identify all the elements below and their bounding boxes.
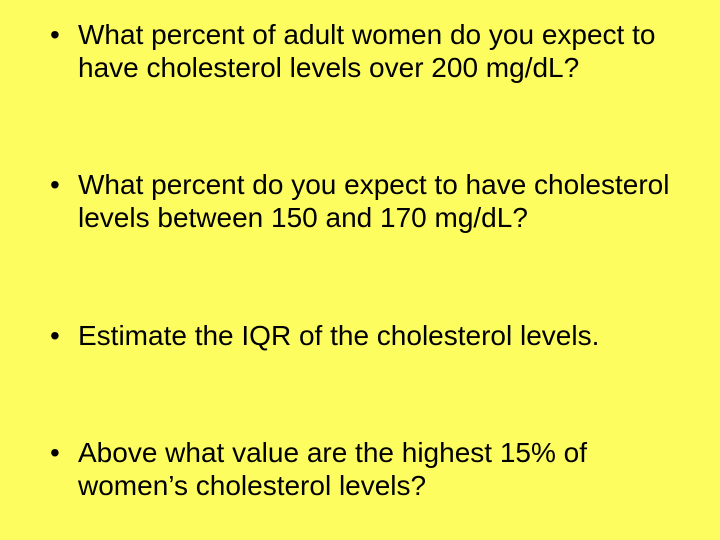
bullet-list: What percent of adult women do you expec…	[50, 18, 690, 522]
bullet-text: Above what value are the highest 15% of …	[78, 437, 587, 501]
bullet-text: What percent of adult women do you expec…	[78, 19, 655, 83]
list-item: Above what value are the highest 15% of …	[50, 436, 690, 502]
list-item: What percent do you expect to have chole…	[50, 168, 690, 234]
slide: What percent of adult women do you expec…	[0, 0, 720, 540]
bullet-text: Estimate the IQR of the cholesterol leve…	[78, 320, 599, 351]
bullet-text: What percent do you expect to have chole…	[78, 169, 669, 233]
list-item: Estimate the IQR of the cholesterol leve…	[50, 319, 690, 352]
list-item: What percent of adult women do you expec…	[50, 18, 690, 84]
